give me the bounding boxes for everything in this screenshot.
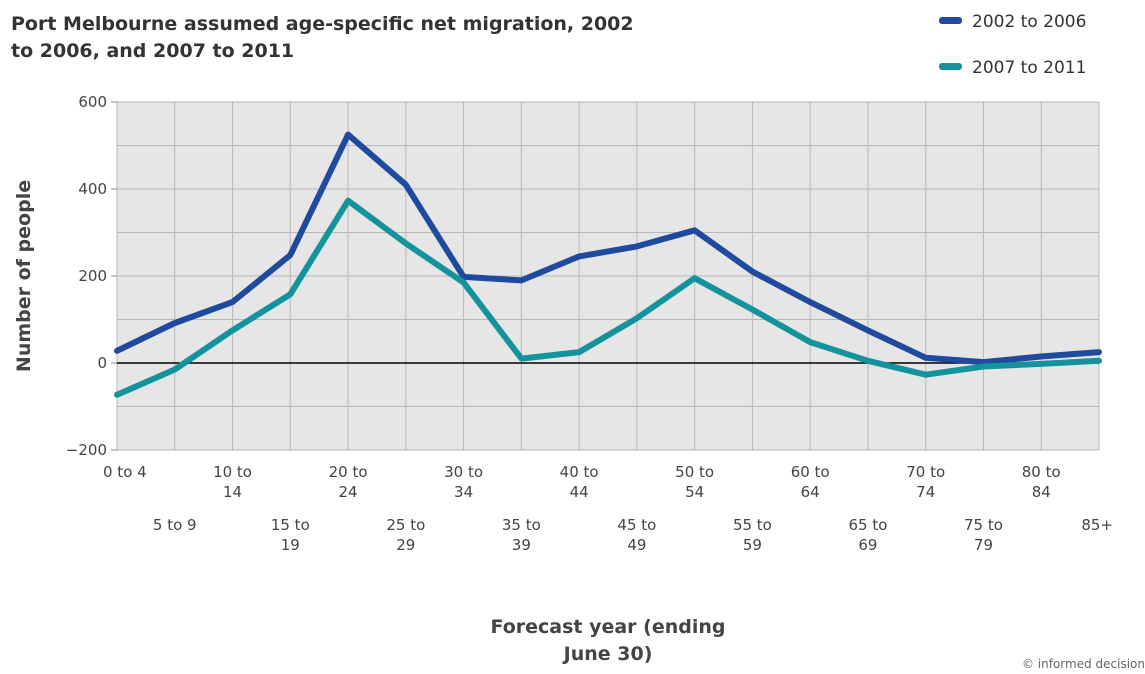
- x-tick-label: 79: [974, 536, 993, 554]
- chart-title: to 2006, and 2007 to 2011: [11, 40, 294, 62]
- data-point: [865, 358, 871, 364]
- series-line-1: [114, 131, 1102, 366]
- x-tick-label: 60 to: [791, 463, 830, 481]
- data-point: [634, 243, 640, 249]
- chart-title: Port Melbourne assumed age-specific net …: [11, 13, 634, 35]
- data-point: [1038, 361, 1044, 367]
- x-tick-label: 74: [916, 483, 935, 501]
- x-tick-label: 44: [570, 483, 589, 501]
- x-tick-label: 19: [281, 536, 300, 554]
- data-point: [1096, 358, 1102, 364]
- x-tick-label: 80 to: [1022, 463, 1061, 481]
- x-tick-label: 0 to 4: [103, 463, 147, 481]
- x-tick-label: 70 to: [906, 463, 945, 481]
- y-tick-label: 200: [78, 267, 107, 285]
- data-point: [576, 253, 582, 259]
- legend-label: 2002 to 2006: [972, 12, 1086, 32]
- x-tick-label: 84: [1032, 483, 1051, 501]
- data-point: [749, 306, 755, 312]
- x-tick-label: 59: [743, 536, 762, 554]
- data-point: [980, 359, 986, 365]
- x-tick-label: 10 to: [213, 463, 252, 481]
- data-point: [634, 315, 640, 321]
- legend-swatch: [939, 17, 962, 24]
- x-tick-label: 39: [512, 536, 531, 554]
- data-point: [807, 299, 813, 305]
- x-tick-label: 30 to: [444, 463, 483, 481]
- data-point: [807, 339, 813, 345]
- x-tick-label: 24: [339, 483, 358, 501]
- legend-label: 2007 to 2011: [972, 58, 1086, 78]
- data-point: [403, 240, 409, 246]
- y-tick-label: 0: [97, 354, 107, 372]
- data-point: [287, 291, 293, 297]
- data-point: [114, 392, 120, 398]
- x-tick-label: 64: [801, 483, 820, 501]
- x-tick-label: 15 to: [271, 516, 310, 534]
- footer-credit: © informed decision: [1022, 657, 1145, 670]
- x-tick-label: 54: [685, 483, 704, 501]
- data-point: [1096, 349, 1102, 355]
- x-tick-label: 55 to: [733, 516, 772, 534]
- x-axis-label: June 30): [562, 643, 653, 665]
- data-point: [923, 372, 929, 378]
- y-axis-label: Number of people: [13, 180, 35, 372]
- x-tick-label: 69: [858, 536, 877, 554]
- x-tick-label: 35 to: [502, 516, 541, 534]
- data-point: [230, 327, 236, 333]
- data-point: [692, 275, 698, 281]
- data-point: [923, 355, 929, 361]
- data-point: [518, 277, 524, 283]
- data-point: [230, 299, 236, 305]
- x-tick-label: 29: [396, 536, 415, 554]
- data-point: [518, 356, 524, 362]
- y-tick-label: −200: [66, 441, 107, 459]
- data-point: [1038, 353, 1044, 359]
- data-point: [403, 182, 409, 188]
- x-tick-label: 40 to: [560, 463, 599, 481]
- y-tick-label: 600: [78, 93, 107, 111]
- data-point: [461, 280, 467, 286]
- data-point: [114, 348, 120, 354]
- x-axis-label: Forecast year (ending: [490, 616, 725, 638]
- x-tick-label: 65 to: [848, 516, 887, 534]
- data-point: [692, 227, 698, 233]
- data-point: [172, 367, 178, 373]
- x-tick-label: 49: [627, 536, 646, 554]
- data-point: [749, 269, 755, 275]
- x-tick-label: 75 to: [964, 516, 1003, 534]
- x-tick-label: 25 to: [386, 516, 425, 534]
- x-tick-label: 34: [454, 483, 473, 501]
- x-tick-label: 14: [223, 483, 242, 501]
- legend-swatch: [939, 63, 962, 70]
- x-tick-label: 20 to: [329, 463, 368, 481]
- x-tick-label: 50 to: [675, 463, 714, 481]
- data-point: [345, 132, 351, 138]
- data-point: [345, 198, 351, 204]
- data-point: [172, 320, 178, 326]
- y-tick-label: 400: [78, 180, 107, 198]
- data-point: [576, 349, 582, 355]
- x-tick-label: 5 to 9: [153, 516, 197, 534]
- data-point: [865, 327, 871, 333]
- data-point: [980, 363, 986, 369]
- series-line-2: [114, 197, 1102, 398]
- x-tick-label: 45 to: [617, 516, 656, 534]
- x-tick-label: 85+: [1081, 516, 1113, 534]
- data-point: [287, 252, 293, 258]
